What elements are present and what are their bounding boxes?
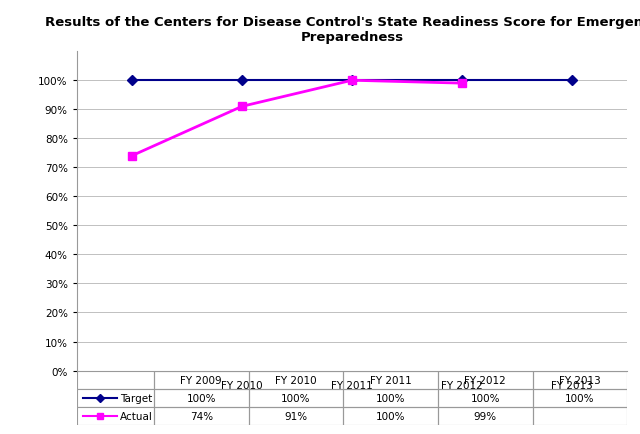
Text: 100%: 100% bbox=[376, 411, 405, 421]
Bar bbox=[248, 371, 343, 389]
Bar bbox=[438, 371, 532, 389]
Text: FY 2011: FY 2011 bbox=[370, 375, 412, 385]
Bar bbox=[77, 371, 154, 389]
Text: 100%: 100% bbox=[565, 393, 595, 403]
Bar bbox=[532, 371, 627, 389]
Text: 74%: 74% bbox=[189, 411, 212, 421]
Bar bbox=[343, 407, 438, 425]
Text: Actual: Actual bbox=[120, 411, 153, 421]
Bar bbox=[438, 389, 532, 407]
Bar bbox=[77, 389, 154, 407]
Text: 100%: 100% bbox=[470, 393, 500, 403]
Bar bbox=[77, 407, 154, 425]
Text: FY 2013: FY 2013 bbox=[559, 375, 601, 385]
Bar bbox=[438, 407, 532, 425]
Bar bbox=[248, 389, 343, 407]
Text: FY 2010: FY 2010 bbox=[275, 375, 317, 385]
Text: 100%: 100% bbox=[186, 393, 216, 403]
Text: FY 2009: FY 2009 bbox=[180, 375, 222, 385]
Text: FY 2012: FY 2012 bbox=[465, 375, 506, 385]
Text: 91%: 91% bbox=[284, 411, 307, 421]
Bar bbox=[532, 389, 627, 407]
Text: 100%: 100% bbox=[281, 393, 310, 403]
Bar bbox=[154, 407, 248, 425]
Bar bbox=[248, 407, 343, 425]
Text: Target: Target bbox=[120, 393, 152, 403]
Bar bbox=[154, 389, 248, 407]
Bar bbox=[532, 407, 627, 425]
Bar bbox=[343, 371, 438, 389]
Title: Results of the Centers for Disease Control's State Readiness Score for Emergency: Results of the Centers for Disease Contr… bbox=[45, 16, 640, 44]
Bar bbox=[154, 371, 248, 389]
Text: 99%: 99% bbox=[474, 411, 497, 421]
Bar bbox=[343, 389, 438, 407]
Text: 100%: 100% bbox=[376, 393, 405, 403]
